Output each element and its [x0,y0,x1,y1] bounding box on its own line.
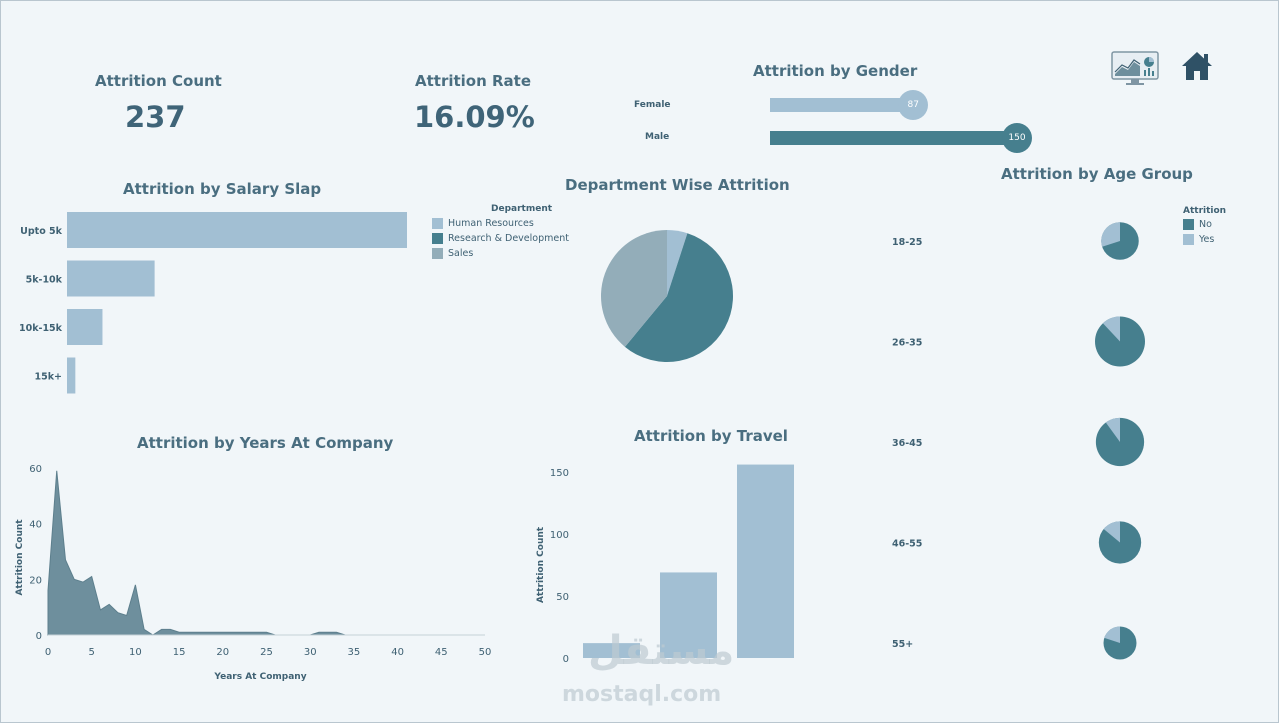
travel-y-tick-label: 100 [550,530,569,541]
gender-bar-male [770,131,1017,145]
attrition-count-value: 237 [125,100,186,134]
watermark-text: mostaql.com [562,682,722,707]
salary-category-label: Upto 5k [20,226,62,237]
salary-bar [67,309,103,345]
salary-bar [67,212,407,248]
travel-bar-chart: 0 50 100 150 Attrition Count [536,464,794,665]
attrition-rate-value: 16.09% [414,100,535,134]
travel-bar [737,464,794,658]
salary-chart: Upto 5k 5k-10k 10k-15k 15k+ [19,212,407,394]
department-pie-chart [601,230,733,362]
legend-swatch [432,233,443,244]
years-y-tick-label: 40 [29,520,42,531]
department-pie-slice [624,233,733,362]
age-legend: Attrition No Yes [1183,206,1226,249]
years-y-tick-label: 60 [29,464,42,475]
years-area-chart: 0 5 10 15 20 25 30 35 40 45 50 0 20 40 60 Years At Comp… [15,464,492,682]
years-x-tick-label: 45 [435,647,448,658]
department-legend-title: Department [491,204,553,214]
years-x-tick-label: 10 [129,647,142,658]
department-chart-title: Department Wise Attrition [565,176,790,194]
attrition-count-label: Attrition Count [95,72,222,90]
legend-item-human-resources: Human Resources [432,218,569,229]
legend-label: Yes [1199,234,1215,245]
legend-label: Research & Development [448,233,569,244]
gender-value-male: 150 [1002,123,1032,153]
travel-y-tick-label: 50 [556,592,569,603]
gender-chart-title: Attrition by Gender [753,62,918,80]
age-category-label: 36-45 [892,438,922,449]
legend-label: Sales [448,248,474,259]
age-category-label: 18-25 [892,237,922,248]
department-pie-slice [601,230,667,347]
years-x-tick-label: 25 [260,647,273,658]
gender-label-female: Female [634,100,671,110]
years-x-axis-label: Years At Company [213,672,306,682]
years-x-tick-label: 0 [45,647,51,658]
travel-y-tick-label: 150 [550,468,569,479]
years-x-tick-label: 20 [216,647,229,658]
years-x-tick-label: 30 [304,647,317,658]
travel-y-tick-label: 0 [563,654,569,665]
years-chart-title: Attrition by Years At Company [137,434,394,452]
years-x-tick-label: 50 [479,647,492,658]
years-x-tick-label: 5 [89,647,95,658]
age-pie-slice-yes [1105,417,1120,442]
age-category-label: 46-55 [892,539,922,550]
years-x-tick-label: 15 [173,647,186,658]
salary-category-label: 5k-10k [26,275,63,286]
age-category-label: 26-35 [892,338,922,349]
legend-label: Human Resources [448,218,534,229]
legend-item-yes: Yes [1183,234,1226,245]
age-pie-slice-yes [1102,316,1120,342]
legend-item-sales: Sales [432,248,569,259]
years-y-tick-label: 20 [29,575,42,586]
age-pie-slice-yes [1104,626,1120,643]
legend-label: No [1199,219,1212,230]
legend-item-no: No [1183,219,1226,230]
watermark-arabic: مستقل [588,628,735,674]
gender-label-male: Male [645,132,670,142]
age-category-label: 55+ [892,639,913,650]
age-pie-slice-yes [1103,521,1120,543]
years-x-tick-label: 40 [391,647,404,658]
years-y-tick-label: 0 [36,631,42,642]
travel-bar [583,643,640,658]
age-pie-slice-yes [1101,222,1120,247]
department-legend: Department Human Resources Research & De… [432,204,569,263]
travel-chart-title: Attrition by Travel [634,427,788,445]
salary-bar [67,357,76,394]
age-group-chart: 18-25 26-35 36-45 46-55 55+ [892,222,1145,660]
age-legend-title: Attrition [1183,206,1227,216]
years-x-tick-label: 35 [348,647,361,658]
dashboard-chart-icon[interactable] [1110,50,1160,86]
legend-item-research-development: Research & Development [432,233,569,244]
legend-swatch [432,248,443,259]
years-y-axis-label: Attrition Count [15,519,25,596]
years-area-series [47,470,485,636]
legend-swatch [1183,219,1194,230]
department-pie-slice [667,230,688,296]
gender-chart: 87 150 [770,90,1050,154]
legend-swatch [432,218,443,229]
gender-value-female: 87 [898,90,929,120]
attrition-rate-label: Attrition Rate [415,72,532,90]
age-chart-title: Attrition by Age Group [1001,165,1193,183]
salary-category-label: 10k-15k [19,323,63,334]
salary-bar [67,260,155,297]
travel-y-axis-label: Attrition Count [536,526,546,603]
salary-category-label: 15k+ [35,372,63,383]
legend-swatch [1183,234,1194,245]
gender-bar-female [770,98,914,112]
home-icon[interactable] [1180,49,1214,83]
salary-chart-title: Attrition by Salary Slap [123,180,322,198]
travel-bar [660,572,717,658]
